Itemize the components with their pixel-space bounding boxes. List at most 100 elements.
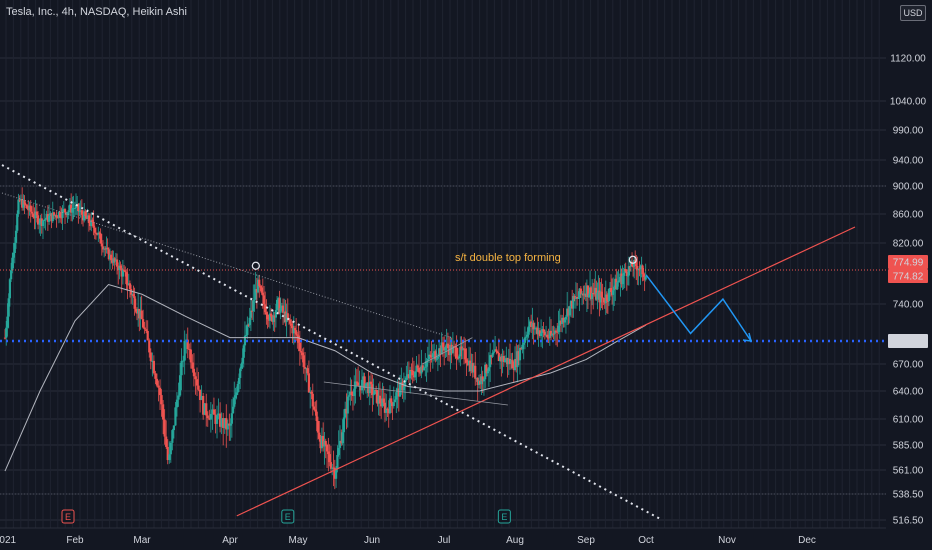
descending-trendline [1,164,663,521]
candle-body [166,446,169,461]
candle-body [501,356,504,362]
candle-body [91,219,94,222]
candle-body [617,281,620,283]
candle-body [431,353,434,358]
candle-body [393,399,397,403]
candle-body [295,330,298,335]
candle-body [279,308,282,313]
candle-body [536,327,539,335]
candle-body [557,325,560,332]
candle-body [289,319,292,324]
price-axis[interactable]: 1120.00 1040.00 990.00 940.00 900.00 860.00 82… [886,0,932,528]
candle-body [74,204,78,208]
candle-body [455,347,458,359]
earnings-marker: E [497,509,511,524]
candle-body [78,211,81,213]
candle-body [59,212,62,218]
candle-body [255,289,258,293]
candle-body [383,402,387,413]
candle-body [571,300,574,309]
earnings-label: E [65,512,71,522]
candle-body [118,265,121,271]
candle-body [195,379,199,386]
candle-body [544,334,548,336]
ascending-trendline [236,226,856,517]
candle-body [120,268,123,277]
candle-body [203,403,206,415]
candle-body [246,324,249,335]
candle-body [256,279,260,293]
candle-body [165,436,168,447]
candle-body [593,293,596,295]
candle-body [410,369,413,371]
candle-body [520,347,523,350]
candle-body [68,204,72,211]
candle-body [497,352,500,362]
candle-body [498,356,502,362]
candle-body [212,409,216,415]
time-axis[interactable]: 2021 Feb Mar Apr May Jun Jul Aug Sep Oct Nov Dec [0,527,932,550]
candle-body [642,274,645,277]
time-tick-label: Feb [66,535,84,546]
candle-body [543,331,546,336]
candle-body [490,355,493,357]
candle-body [395,392,398,400]
candle-body [180,360,183,376]
price-badge: 774.82 [888,269,928,283]
candle-body [449,344,452,356]
price-tick-label: 585.00 [893,441,924,452]
candle-body [364,383,367,388]
earnings-marker: E [61,509,75,524]
candle-body [61,209,64,218]
candle-body [630,261,634,267]
candle-body [169,442,172,455]
candle-body [331,467,334,469]
candle-body [477,380,481,386]
candle-body [174,407,177,426]
candle-body [84,211,87,217]
candle-body [162,404,165,420]
candle-body [198,389,202,400]
candle-body [512,368,515,370]
candle-body [530,321,533,327]
candle-body [484,364,487,380]
candle-body [237,377,241,384]
annotation-text: s/t double top forming [455,252,561,264]
candle-body [601,297,604,299]
candle-body [506,358,509,365]
candle-body [318,432,321,439]
candle-body [378,395,382,404]
currency-badge[interactable]: USD [900,5,926,21]
candle-body [110,254,113,261]
candle-body [387,409,390,414]
candle-body [456,358,459,360]
time-tick-label: Dec [798,535,816,546]
candle-body [81,214,85,221]
candle-body [98,232,101,234]
candle-body [90,219,93,227]
candle-body [554,330,558,332]
candle-body [245,334,248,336]
candle-body [527,326,530,335]
price-tick-label: 561.00 [893,466,924,477]
candle-body [135,311,139,314]
candle-body [155,378,159,386]
candle-body [291,325,294,334]
candle-body [139,310,142,319]
candle-body [373,389,376,395]
candle-body [85,216,88,219]
candle-body [111,260,114,263]
candle-body [72,208,75,210]
price-tick-label: 860.00 [893,210,924,221]
candle-body [54,215,57,217]
candle-body [119,265,122,269]
candle-body [230,413,233,424]
candle-body [296,334,299,336]
candle-body [329,462,333,469]
candle-body [377,395,380,404]
candle-body [290,323,293,326]
candle-body [502,356,505,362]
candle-body [516,351,519,368]
candle-body [3,337,7,339]
